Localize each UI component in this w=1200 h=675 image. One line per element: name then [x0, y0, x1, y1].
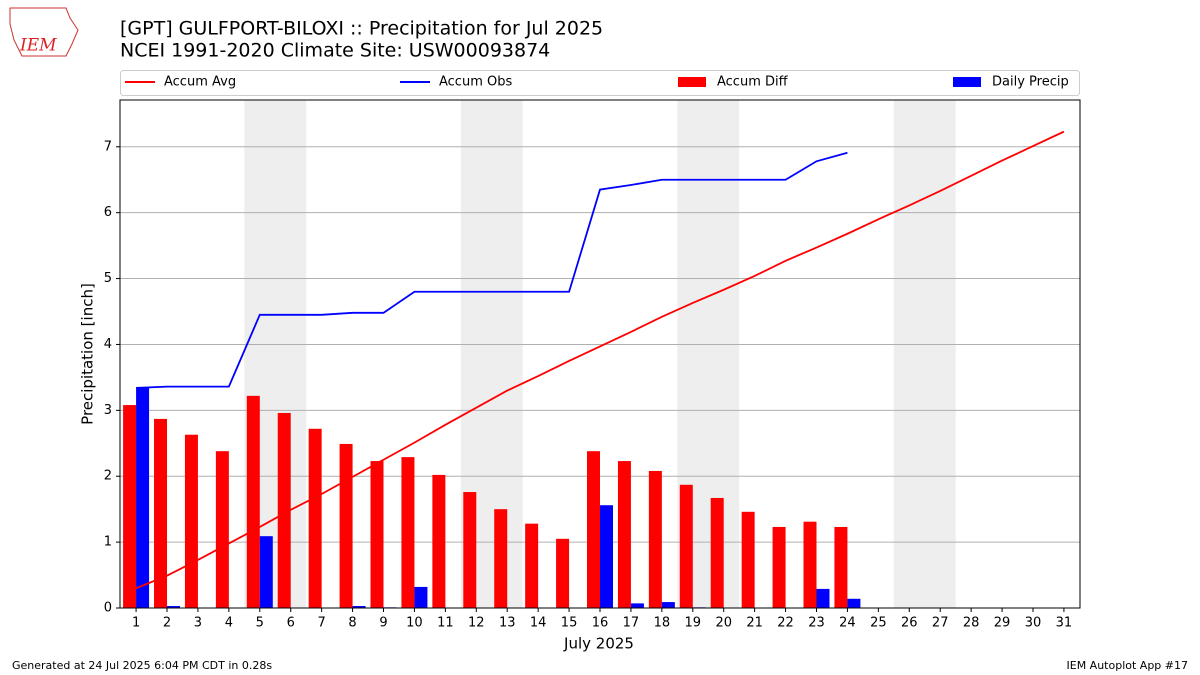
bar [370, 461, 384, 608]
x-tick-label: 30 [1025, 616, 1042, 631]
weekend-shade [893, 100, 956, 608]
footer-left: Generated at 24 Jul 2025 6:04 PM CDT in … [12, 659, 272, 672]
x-tick-label: 14 [530, 616, 547, 631]
x-tick-label: 26 [901, 616, 918, 631]
bar [847, 598, 861, 608]
bar [803, 521, 817, 608]
bar [136, 387, 150, 608]
bar [463, 492, 477, 608]
bar [339, 443, 353, 608]
bar [525, 523, 539, 608]
y-tick-label: 0 [104, 601, 112, 616]
bar [246, 395, 260, 608]
bar [710, 497, 724, 608]
x-tick-label: 15 [561, 616, 578, 631]
bar [816, 588, 830, 608]
bar [600, 505, 613, 608]
bar [834, 526, 848, 608]
logo: IEM [9, 7, 79, 57]
bar [648, 470, 662, 608]
x-tick-label: 8 [348, 616, 356, 631]
x-tick-label: 29 [994, 616, 1011, 631]
logo-shape [9, 7, 79, 57]
line [135, 130, 1065, 590]
x-tick-label: 11 [437, 616, 454, 631]
plot-frame [119, 99, 1081, 609]
x-tick-label: 27 [932, 616, 949, 631]
x-tick-label: 23 [808, 616, 825, 631]
y-tick-label: 7 [104, 139, 112, 154]
footer-right: IEM Autoplot App #17 [1067, 659, 1189, 672]
y-tick-label: 1 [104, 535, 112, 550]
bar [259, 536, 273, 608]
bar [352, 606, 366, 608]
y-axis-label: Precipitation [inch] [79, 283, 97, 425]
legend-label: Accum Avg [164, 75, 236, 90]
bar [679, 484, 693, 608]
x-tick-label: 20 [715, 616, 732, 631]
x-tick-label: 24 [839, 616, 856, 631]
bar [184, 434, 198, 608]
x-tick-label: 7 [318, 616, 326, 631]
x-tick-label: 31 [1056, 616, 1073, 631]
legend-label: Daily Precip [992, 75, 1069, 90]
chart-title: [GPT] GULFPORT-BILOXI :: Precipitation f… [120, 18, 603, 40]
x-tick-label: 6 [287, 616, 295, 631]
x-tick-label: 12 [468, 616, 485, 631]
x-tick-label: 16 [592, 616, 609, 631]
x-tick-label: 10 [406, 616, 423, 631]
bar [741, 511, 755, 608]
bar [154, 418, 168, 608]
chart-subtitle: NCEI 1991-2020 Climate Site: USW00093874 [120, 40, 550, 62]
x-tick-label: 17 [623, 616, 640, 631]
bar [414, 586, 428, 608]
bar [167, 606, 180, 608]
x-tick-label: 22 [777, 616, 794, 631]
bar [617, 461, 631, 608]
bar [277, 412, 291, 608]
bar [494, 509, 508, 608]
x-tick-label: 13 [499, 616, 516, 631]
bar [556, 538, 570, 608]
legend-label: Accum Diff [717, 75, 789, 90]
bar [215, 451, 229, 608]
legend-swatch [678, 77, 706, 87]
x-tick-label: 1 [132, 616, 140, 631]
legend-label: Accum Obs [439, 75, 512, 90]
x-tick-label: 9 [379, 616, 387, 631]
y-tick-label: 3 [104, 403, 112, 418]
logo-text: IEM [19, 36, 57, 56]
y-tick-label: 6 [104, 205, 112, 220]
legend-swatch [953, 77, 981, 87]
y-tick-label: 2 [104, 469, 112, 484]
x-tick-label: 18 [654, 616, 671, 631]
x-tick-label: 28 [963, 616, 980, 631]
bar [308, 428, 322, 608]
bar [772, 526, 786, 608]
x-tick-label: 2 [163, 616, 171, 631]
x-tick-label: 5 [256, 616, 264, 631]
bar [587, 451, 600, 608]
x-tick-label: 19 [685, 616, 702, 631]
x-tick-label: 3 [194, 616, 202, 631]
bar [401, 457, 415, 608]
y-tick-label: 4 [104, 337, 112, 352]
legend-box [120, 70, 1080, 96]
line [136, 151, 848, 389]
bar [432, 474, 446, 608]
bar [661, 602, 675, 608]
bar [630, 603, 644, 608]
x-tick-label: 25 [870, 616, 887, 631]
bar [123, 405, 137, 608]
x-axis-label: July 2025 [563, 635, 634, 653]
y-tick-label: 5 [104, 271, 112, 286]
x-tick-label: 4 [225, 616, 233, 631]
x-tick-label: 21 [746, 616, 763, 631]
